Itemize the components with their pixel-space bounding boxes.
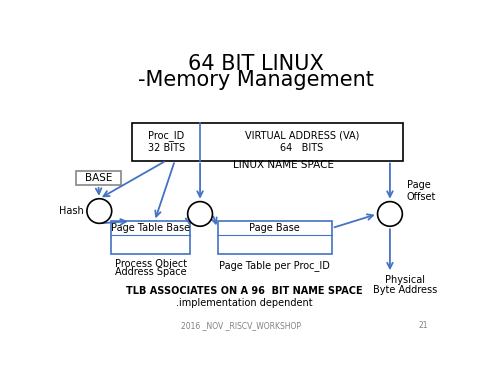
Ellipse shape [87, 199, 112, 223]
Text: Proc_ID: Proc_ID [148, 130, 184, 141]
Text: Physical: Physical [386, 275, 426, 285]
Text: 64   BITS: 64 BITS [280, 143, 324, 153]
Text: 64 BIT LINUX: 64 BIT LINUX [188, 54, 324, 74]
Text: F(VA): F(VA) [188, 209, 212, 218]
Text: Process Object: Process Object [114, 259, 186, 268]
Text: 2016 _NOV _RISCV_WORKSHOP: 2016 _NOV _RISCV_WORKSHOP [181, 321, 301, 330]
Ellipse shape [188, 202, 212, 226]
Text: Page Base: Page Base [250, 223, 300, 233]
FancyBboxPatch shape [76, 171, 120, 185]
FancyBboxPatch shape [111, 221, 190, 254]
FancyBboxPatch shape [218, 221, 332, 254]
Text: BASE: BASE [84, 173, 112, 183]
Text: Address Space: Address Space [115, 267, 186, 277]
Text: Page Table per Proc_ID: Page Table per Proc_ID [219, 260, 330, 271]
Text: Page Table Base: Page Table Base [111, 223, 190, 233]
Text: LINUX NAME SPACE: LINUX NAME SPACE [233, 160, 334, 170]
Text: 21: 21 [418, 321, 428, 330]
Text: CAT: CAT [382, 209, 398, 218]
Text: 32 BITS: 32 BITS [148, 143, 184, 153]
Text: VIRTUAL ADDRESS (VA): VIRTUAL ADDRESS (VA) [244, 130, 359, 140]
Text: -Memory Management: -Memory Management [138, 70, 374, 90]
FancyBboxPatch shape [132, 123, 404, 160]
Text: Hash: Hash [59, 206, 84, 216]
Ellipse shape [378, 202, 402, 226]
Text: Page
Offset: Page Offset [406, 180, 436, 202]
Text: TLB ASSOCIATES ON A 96  BIT NAME SPACE: TLB ASSOCIATES ON A 96 BIT NAME SPACE [126, 286, 363, 296]
Text: Byte Address: Byte Address [374, 285, 438, 296]
Text: .implementation dependent: .implementation dependent [176, 298, 313, 307]
